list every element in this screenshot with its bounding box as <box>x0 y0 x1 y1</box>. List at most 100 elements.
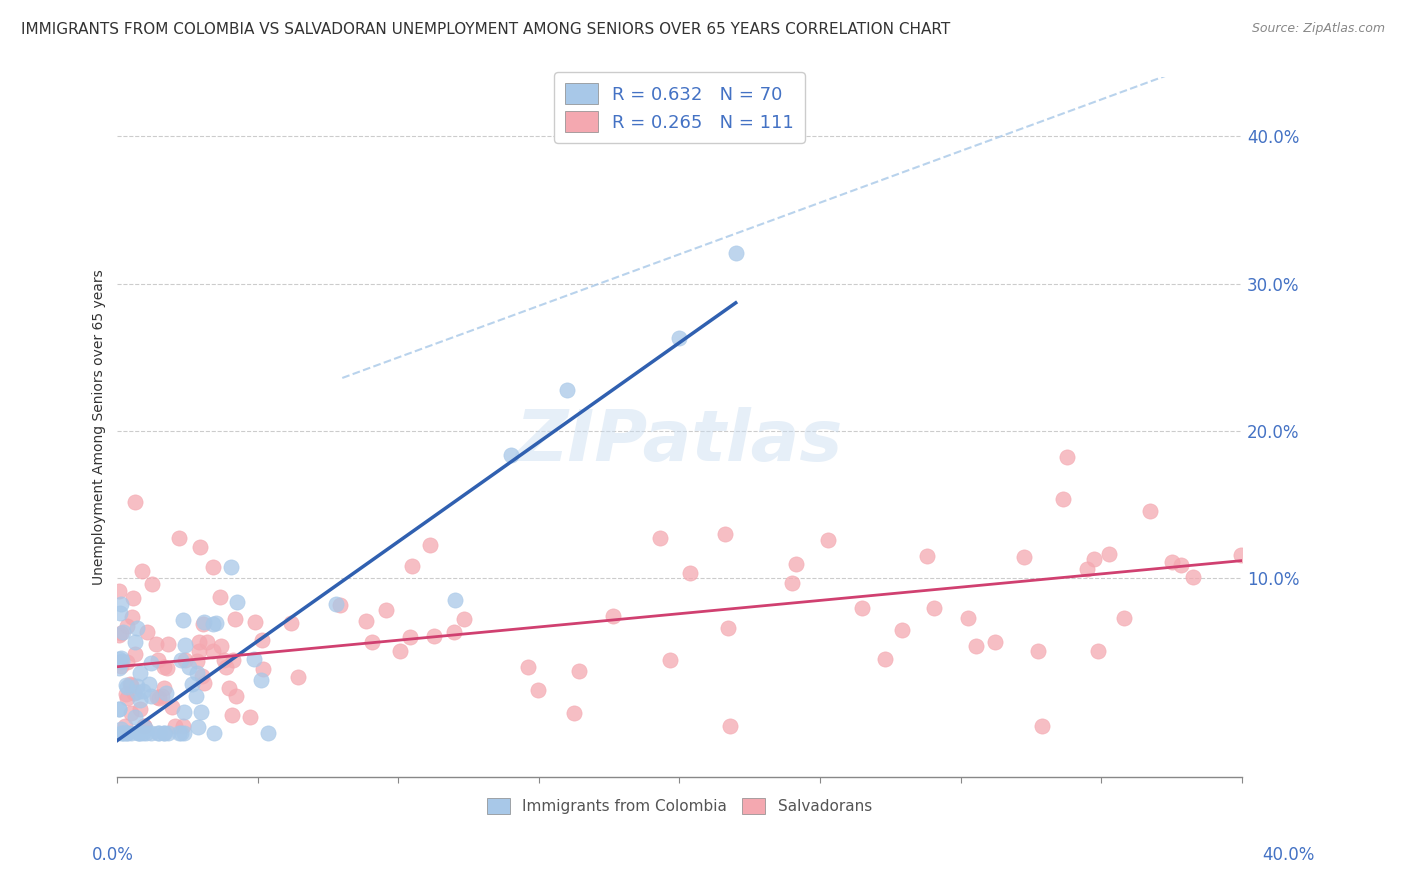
Point <box>1083 551 1105 566</box>
Point <box>817 533 839 547</box>
Point <box>148 726 170 740</box>
Point <box>517 660 540 674</box>
Point <box>186 666 208 681</box>
Point <box>108 701 131 715</box>
Point <box>890 623 912 637</box>
Point <box>1031 719 1053 733</box>
Point <box>782 576 804 591</box>
Point <box>169 726 191 740</box>
Point <box>252 662 274 676</box>
Point <box>375 603 398 617</box>
Point <box>125 680 148 694</box>
Point <box>124 635 146 649</box>
Point <box>134 721 156 735</box>
Point <box>128 726 150 740</box>
Point <box>214 653 236 667</box>
Point <box>146 653 169 667</box>
Point <box>193 676 215 690</box>
Point <box>419 537 441 551</box>
Point <box>205 616 228 631</box>
Point <box>122 591 145 605</box>
Point <box>145 690 167 705</box>
Point <box>222 653 245 667</box>
Point <box>180 677 202 691</box>
Point <box>1181 570 1204 584</box>
Point <box>112 624 135 639</box>
Point <box>157 637 180 651</box>
Point <box>354 614 377 628</box>
Point <box>221 708 243 723</box>
Point <box>165 719 187 733</box>
Point <box>658 653 681 667</box>
Point <box>325 597 347 611</box>
Point <box>112 726 135 740</box>
Point <box>115 618 138 632</box>
Point <box>679 566 702 580</box>
Point <box>135 726 157 740</box>
Point <box>138 677 160 691</box>
Point <box>152 726 174 740</box>
Point <box>648 531 671 545</box>
Point <box>115 655 138 669</box>
Point <box>132 684 155 698</box>
Point <box>124 495 146 509</box>
Point <box>152 690 174 704</box>
Point <box>173 638 195 652</box>
Point <box>188 634 211 648</box>
Point <box>197 635 219 649</box>
Point <box>167 726 190 740</box>
Point <box>152 681 174 695</box>
Point <box>167 531 190 545</box>
Point <box>153 660 176 674</box>
Point <box>115 726 138 740</box>
Point <box>108 627 131 641</box>
Point <box>191 616 214 631</box>
Text: ZIPatlas: ZIPatlas <box>516 407 844 475</box>
Point <box>157 726 180 740</box>
Point <box>108 655 131 669</box>
Point <box>122 686 145 700</box>
Point <box>398 630 420 644</box>
Point <box>110 625 132 640</box>
Point <box>128 702 150 716</box>
Point <box>1139 503 1161 517</box>
Point <box>120 726 142 740</box>
Point <box>146 726 169 740</box>
Point <box>187 644 209 658</box>
Point <box>129 692 152 706</box>
Point <box>120 706 142 721</box>
Point <box>250 673 273 687</box>
Point <box>209 639 232 653</box>
Point <box>108 651 131 665</box>
Point <box>110 597 132 611</box>
Point <box>128 726 150 740</box>
Point <box>139 656 162 670</box>
Point <box>115 678 138 692</box>
Y-axis label: Unemployment Among Seniors over 65 years: Unemployment Among Seniors over 65 years <box>93 269 107 585</box>
Point <box>915 549 938 564</box>
Point <box>160 699 183 714</box>
Point <box>120 677 142 691</box>
Text: Source: ZipAtlas.com: Source: ZipAtlas.com <box>1251 22 1385 36</box>
Point <box>172 613 194 627</box>
Point <box>225 594 247 608</box>
Point <box>714 527 737 541</box>
Point <box>1052 491 1074 506</box>
Point <box>186 654 208 668</box>
Point <box>179 660 201 674</box>
Point <box>965 640 987 654</box>
Point <box>145 637 167 651</box>
Point <box>129 666 152 681</box>
Point <box>139 689 162 703</box>
Point <box>173 706 195 720</box>
Point <box>156 661 179 675</box>
Point <box>108 584 131 599</box>
Point <box>422 629 444 643</box>
Point <box>984 634 1007 648</box>
Point <box>202 726 225 740</box>
Point <box>718 719 741 733</box>
Point <box>1076 562 1098 576</box>
Point <box>1087 644 1109 658</box>
Point <box>132 726 155 740</box>
Point <box>115 690 138 705</box>
